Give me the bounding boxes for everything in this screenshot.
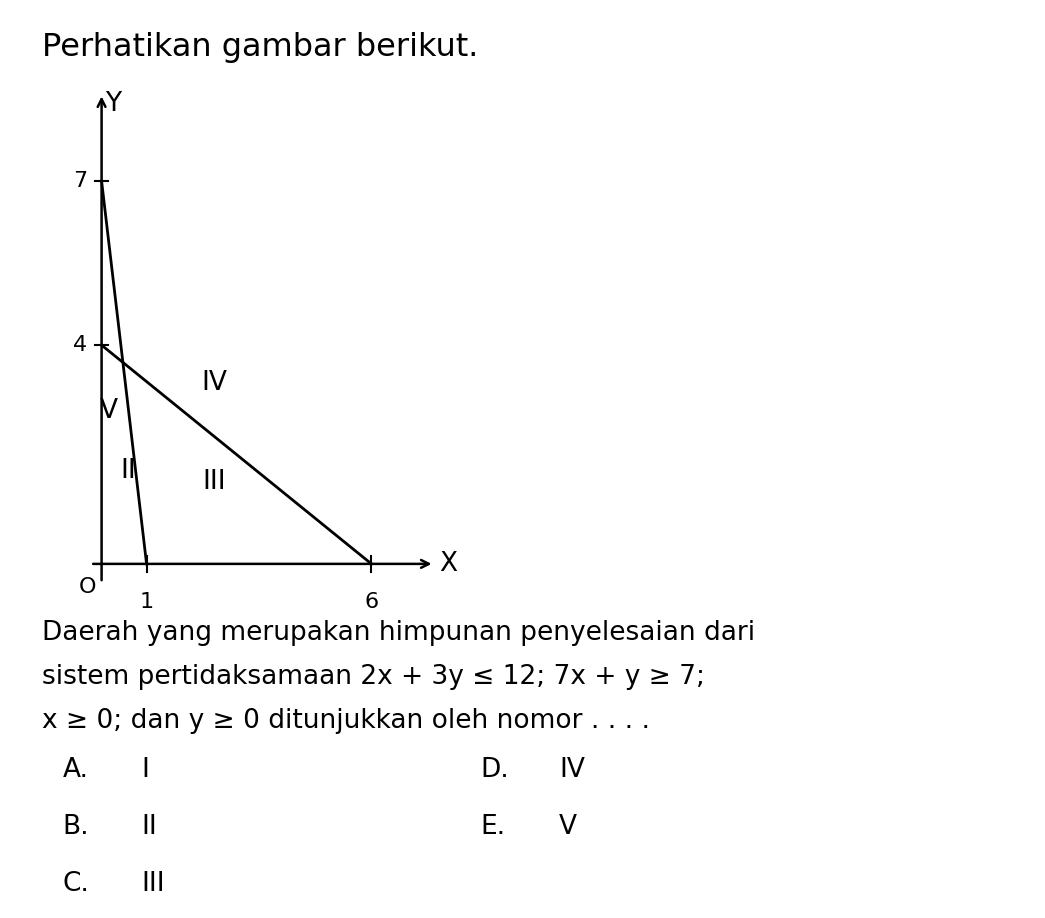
- Text: A.: A.: [63, 757, 89, 783]
- Text: X: X: [439, 551, 457, 577]
- Text: B.: B.: [63, 814, 89, 840]
- Text: C.: C.: [63, 871, 90, 897]
- Text: IV: IV: [559, 757, 585, 783]
- Text: 7: 7: [73, 171, 87, 191]
- Text: II: II: [141, 814, 157, 840]
- Text: 1: 1: [139, 592, 154, 612]
- Text: V: V: [99, 397, 117, 424]
- Text: sistem pertidaksamaan 2x + 3y ≤ 12; 7x + y ≥ 7;: sistem pertidaksamaan 2x + 3y ≤ 12; 7x +…: [42, 664, 704, 689]
- Text: Y: Y: [104, 91, 121, 117]
- Text: 6: 6: [365, 592, 378, 612]
- Text: I: I: [141, 757, 149, 783]
- Text: 4: 4: [73, 335, 87, 355]
- Text: V: V: [559, 814, 577, 840]
- Text: IV: IV: [201, 370, 227, 397]
- Text: D.: D.: [481, 757, 510, 783]
- Text: x ≥ 0; dan y ≥ 0 ditunjukkan oleh nomor . . . .: x ≥ 0; dan y ≥ 0 ditunjukkan oleh nomor …: [42, 708, 650, 733]
- Text: E.: E.: [481, 814, 506, 840]
- Text: Daerah yang merupakan himpunan penyelesaian dari: Daerah yang merupakan himpunan penyelesa…: [42, 620, 754, 645]
- Text: II: II: [121, 458, 137, 484]
- Text: III: III: [203, 469, 226, 495]
- Text: Perhatikan gambar berikut.: Perhatikan gambar berikut.: [42, 32, 479, 63]
- Text: III: III: [141, 871, 165, 897]
- Text: O: O: [78, 577, 96, 597]
